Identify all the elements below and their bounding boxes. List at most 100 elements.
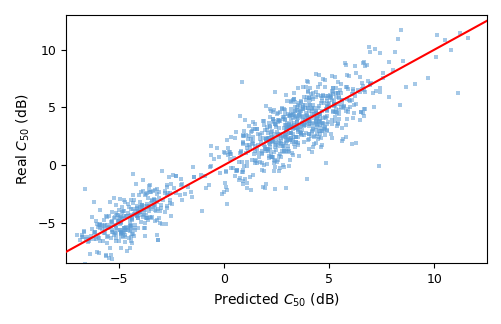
Point [250,126,259,132]
Point [85,277,93,282]
Point [312,119,320,124]
Point [316,112,324,117]
Point [327,88,335,93]
Point [271,122,279,127]
Point [323,101,331,106]
Point [131,222,139,227]
Point [81,268,89,273]
Point [375,89,383,94]
Point [146,182,154,187]
Point [283,111,291,116]
Point [281,116,289,122]
Point [100,224,108,229]
Point [324,120,332,125]
Point [358,83,366,88]
Point [384,95,392,100]
Point [238,168,246,173]
Point [239,128,247,133]
Point [308,94,316,99]
Point [153,218,161,223]
Point [137,213,145,218]
Point [254,151,262,156]
Point [294,130,302,135]
Point [159,197,167,202]
Point [166,191,174,196]
Point [116,220,124,225]
Point [134,208,142,214]
Point [306,122,314,127]
Point [312,116,320,121]
Point [303,78,311,83]
Point [272,124,280,130]
Point [327,121,335,126]
Point [304,138,312,143]
Point [266,155,274,160]
Point [316,81,324,86]
Point [287,98,295,103]
Point [359,113,367,118]
Point [315,120,323,125]
Point [254,155,262,160]
Point [276,152,284,157]
Point [86,251,94,257]
Point [282,138,290,144]
Point [256,137,264,142]
Point [322,104,330,109]
Point [244,123,253,129]
Point [324,93,332,98]
Point [261,148,269,154]
Point [286,100,294,105]
Point [86,237,94,242]
Point [149,188,157,193]
Point [123,249,131,254]
Point [127,213,135,218]
Point [267,139,275,144]
Point [114,239,122,244]
Point [333,79,341,84]
Point [291,105,299,110]
Point [302,176,310,181]
Point [314,122,322,127]
Point [160,209,168,214]
Point [339,106,347,111]
Point [342,109,350,114]
Point [316,135,324,140]
Point [258,161,266,166]
Point [142,201,150,206]
Point [270,158,278,163]
Point [304,116,312,121]
Point [388,67,396,72]
Point [127,198,135,203]
Point [298,122,306,127]
Point [359,87,367,93]
Point [313,137,321,142]
Point [266,107,274,112]
Point [157,206,165,211]
Point [116,227,124,232]
Point [120,225,128,230]
Point [277,154,285,159]
Point [323,107,331,112]
Point [157,221,165,226]
Point [78,235,86,240]
Point [116,221,124,226]
Point [282,134,290,140]
Point [346,104,354,110]
Point [308,126,316,131]
Point [98,226,106,232]
Point [112,225,120,230]
Point [301,105,309,110]
Point [119,198,127,203]
Point [316,126,324,131]
Point [133,205,141,211]
Point [303,106,311,111]
Point [91,230,99,235]
Point [136,204,144,210]
Point [376,86,384,91]
Point [308,108,316,113]
Point [163,205,171,210]
Point [150,198,158,203]
Point [347,142,355,147]
Point [164,191,172,196]
Point [311,109,319,114]
